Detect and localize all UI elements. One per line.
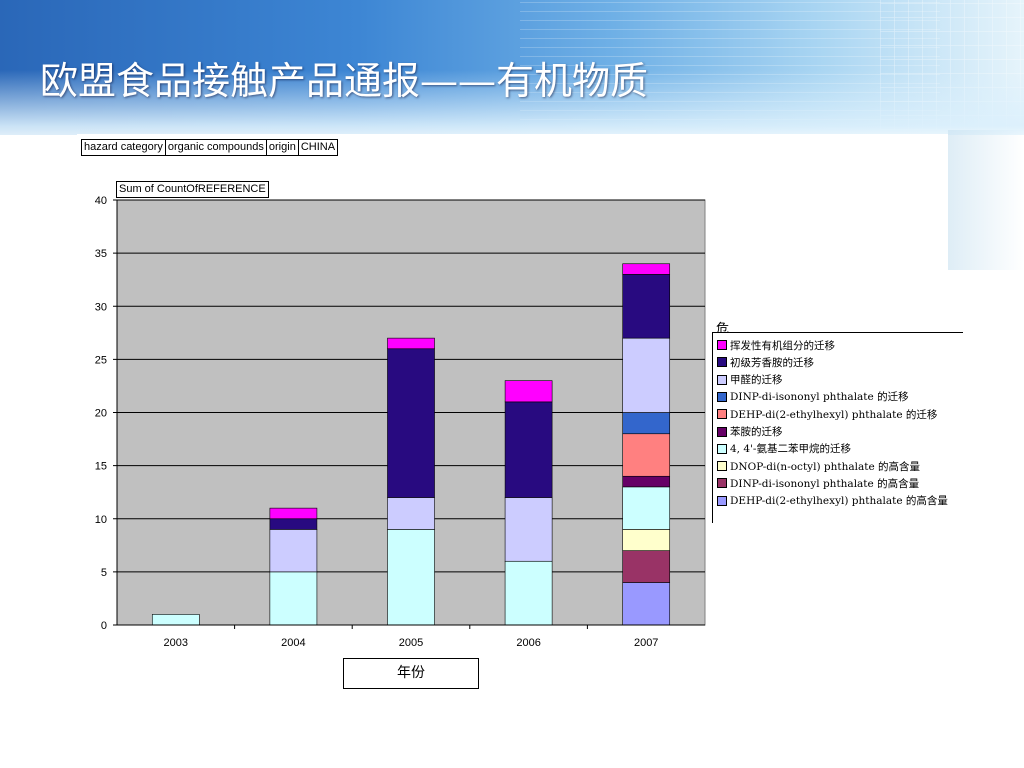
bar-segment-2007-s8 — [622, 274, 671, 339]
legend-label: 苯胺的迁移 — [730, 426, 783, 438]
bar-segment-2007-s2 — [622, 529, 671, 551]
bars — [151, 263, 671, 626]
filter-origin-value[interactable]: CHINA — [297, 139, 339, 156]
legend-label: DEHP-di(2-ethylhexyl) phthalate 的迁移 — [730, 408, 938, 421]
filter-field-value[interactable]: organic compounds — [164, 139, 267, 156]
legend-item[interactable]: 初级芳香胺的迁移 — [717, 354, 814, 370]
bar-segment-2006-s9 — [504, 380, 553, 403]
legend-item[interactable]: DNOP-di(n-octyl) phthalate 的高含量 — [717, 458, 920, 474]
bar-segment-2004-s9 — [269, 507, 318, 520]
x-tick-labels: 2003 2004 2005 2006 2007 — [164, 637, 659, 649]
banner-glow — [0, 70, 1024, 135]
legend-swatch — [717, 357, 727, 368]
y-tick-label: 5 — [101, 567, 107, 579]
x-tick-label: 2003 — [164, 637, 188, 649]
bar-segment-2005-s9 — [387, 337, 435, 350]
bar-segment-2007-s0 — [622, 582, 671, 626]
x-tick-label: 2006 — [516, 637, 540, 649]
bar-segment-2007-s4 — [622, 475, 671, 488]
x-axis-field-button[interactable]: 年份 — [343, 658, 479, 689]
legend-label: 4, 4'-氨基二苯甲烷的迁移 — [730, 443, 851, 456]
legend-item[interactable]: DINP-di-isononyl phthalate 的高含量 — [717, 475, 919, 491]
legend-item[interactable]: 4, 4'-氨基二苯甲烷的迁移 — [717, 441, 851, 457]
y-tick-label: 10 — [95, 514, 107, 526]
legend-item[interactable]: 甲醛的迁移 — [717, 372, 783, 388]
y-tick-label: 30 — [95, 301, 107, 313]
bar-segment-2005-s8 — [387, 348, 435, 498]
x-tick-label: 2007 — [634, 637, 658, 649]
bar-segment-2004-s8 — [269, 518, 318, 530]
y-tick-label: 25 — [95, 354, 107, 366]
bar-segment-2003-s3 — [151, 614, 200, 626]
legend-swatch — [717, 461, 727, 472]
y-tick-labels: 0 5 10 15 20 25 30 35 40 — [95, 195, 107, 632]
legend-label: 初级芳香胺的迁移 — [730, 356, 814, 369]
bar-segment-2007-s6 — [622, 412, 671, 435]
legend-swatch — [717, 340, 727, 350]
y-tick-label: 40 — [95, 195, 107, 207]
bar-segment-2007-s7 — [622, 337, 671, 413]
legend-item[interactable]: DEHP-di(2-ethylhexyl) phthalate 的迁移 — [717, 406, 937, 422]
x-tick-label: 2004 — [281, 637, 305, 649]
pivot-page-filters: hazard category organic compounds origin… — [81, 139, 339, 156]
bar-segment-2006-s8 — [504, 401, 553, 498]
legend-swatch — [717, 409, 727, 420]
bar-segment-2007-s3 — [622, 486, 671, 530]
slide-title: 欧盟食品接触产品通报——有机物质 — [40, 59, 649, 103]
legend-swatch — [717, 426, 727, 437]
legend-item[interactable]: DEHP-di(2-ethylhexyl) phthalate 的高含量 — [717, 493, 948, 509]
legend-swatch — [717, 374, 727, 385]
legend-swatch — [717, 478, 727, 489]
legend-label: 甲醛的迁移 — [730, 374, 783, 387]
bar-segment-2004-s3 — [269, 571, 318, 626]
legend-item[interactable]: 苯胺的迁移 — [717, 424, 783, 440]
filter-field-label[interactable]: hazard category — [81, 139, 166, 156]
legend-label: DEHP-di(2-ethylhexyl) phthalate 的高含量 — [730, 495, 948, 508]
bar-segment-2007-s5 — [622, 433, 671, 477]
legend-item[interactable]: DINP-di-isononyl phthalate 的迁移 — [717, 389, 909, 405]
y-tick-label: 0 — [101, 620, 107, 632]
bar-segment-2005-s7 — [387, 497, 435, 530]
legend-label: DINP-di-isononyl phthalate 的高含量 — [730, 477, 920, 490]
bar-segment-2004-s7 — [269, 529, 318, 573]
legend-box: 挥发性有机组分的迁移 初级芳香胺的迁移 甲醛的迁移 DINP-di-isononyl … — [712, 332, 963, 523]
legend-label: DNOP-di(n-octyl) phthalate 的高含量 — [730, 460, 920, 473]
y-tick-label: 20 — [95, 408, 107, 420]
y-tick-label: 15 — [95, 461, 107, 473]
bar-segment-2006-s3 — [504, 560, 553, 626]
legend-label: 挥发性有机组分的迁移 — [730, 339, 835, 352]
bar-segment-2007-s1 — [622, 550, 671, 583]
legend-swatch — [717, 443, 727, 454]
legend-label: DINP-di-isononyl phthalate 的迁移 — [730, 391, 909, 404]
legend-swatch — [717, 391, 727, 402]
bar-segment-2007-s9 — [622, 263, 671, 275]
decorative-shadow — [948, 130, 1024, 270]
title-banner — [0, 0, 1024, 135]
legend-swatch — [717, 495, 727, 506]
axes — [116, 200, 705, 629]
x-tick-label: 2005 — [399, 637, 423, 649]
data-field-button[interactable]: Sum of CountOfREFERENCE — [116, 181, 269, 198]
bar-segment-2005-s3 — [387, 529, 435, 626]
bar-segment-2006-s7 — [504, 497, 553, 562]
legend-item[interactable]: 挥发性有机组分的迁移 — [717, 337, 835, 353]
y-tick-label: 35 — [95, 248, 107, 260]
